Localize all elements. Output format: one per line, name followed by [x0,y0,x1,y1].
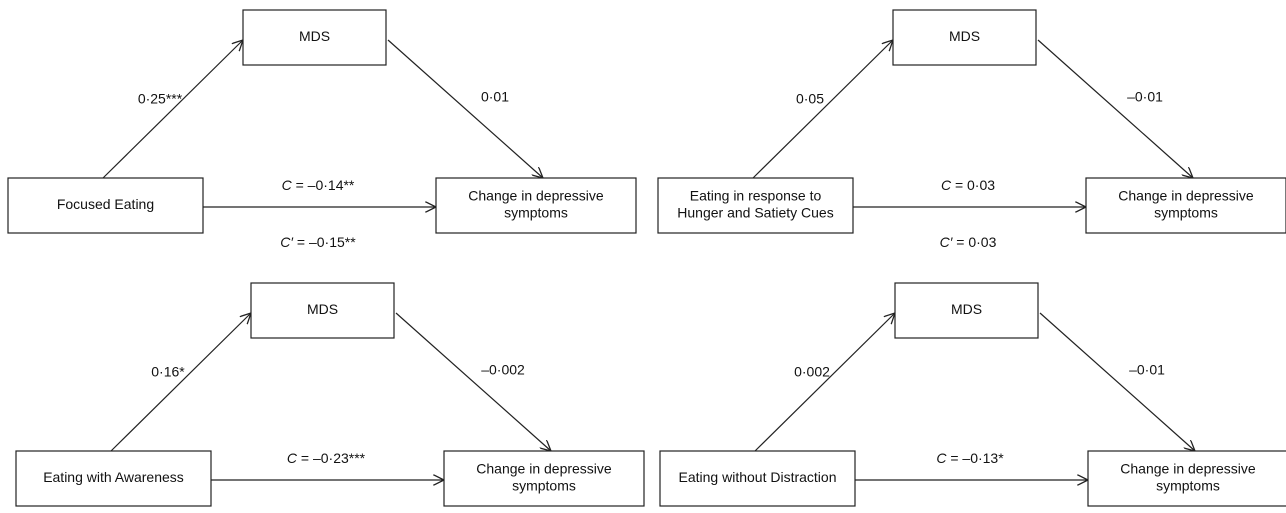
mediation-diagram: Eating with Awareness MDS Change in depres… [15,282,645,513]
c_prime-label: C′ = 0·03 [940,234,997,250]
path-a-label: 0·25*** [138,91,183,107]
c-symbol: C [936,450,947,466]
c_prime-symbol: C′ [280,234,294,250]
c-value: = 0·03 [951,177,995,193]
outcome-box [1085,177,1286,234]
outcome-label: symptoms [1154,205,1218,221]
outcome-box [1087,450,1286,507]
path-a-label: 0·16* [151,364,185,380]
path-b-arrow [1039,312,1195,451]
path-a-arrow [110,313,251,452]
mediation-diagram: Eating without Distraction MDS Change in d… [659,282,1286,513]
c_prime-value: = –0·15** [293,234,356,250]
mediator-box [892,9,1037,66]
c-value: = –0·23*** [297,450,366,466]
mediation-diagram: Focused Eating MDS Change in depressivesym… [7,9,637,250]
mediator-label: MDS [307,301,338,317]
c-symbol: C [941,177,952,193]
outcome-label: symptoms [512,478,576,494]
path-a-arrow [754,313,895,452]
predictor-label: Focused Eating [57,196,154,212]
mediator-label: MDS [951,301,982,317]
path-b-arrow [395,312,551,451]
outcome-label: Change in depressive [476,461,612,477]
predictor-box [659,450,856,507]
path-b-arrow [387,39,543,178]
path-a-label: 0·05 [796,91,824,107]
path-b-label: –0·01 [1127,89,1163,105]
path-b-label: –0·01 [1129,362,1165,378]
outcome-label: Change in depressive [1118,188,1254,204]
mediator-box [894,282,1039,339]
outcome-box [443,450,645,507]
c-value: = –0·14** [292,177,355,193]
predictor-box [15,450,212,507]
c_prime-label: C′ = –0·15** [280,234,356,250]
predictor-label: Eating in response to [690,188,822,204]
c-symbol: C [287,450,298,466]
c-value: = –0·13* [946,450,1004,466]
mediator-box [242,9,387,66]
outcome-label: symptoms [1156,478,1220,494]
outcome-label: Change in depressive [1120,461,1256,477]
predictor-box [7,177,204,234]
predictor-label: Hunger and Satiety Cues [677,205,833,221]
mediator-box [250,282,395,339]
path-a-label: 0·002 [794,364,830,380]
predictor-label: Eating without Distraction [679,469,837,485]
predictor-box [657,177,854,234]
c-label: C = –0·14** [282,177,355,193]
c-label: C = 0·03 [941,177,995,193]
c-symbol: C [282,177,293,193]
path-a-arrow [752,40,893,179]
predictor-label: Eating with Awareness [43,469,184,485]
c-label: C = –0·13* [936,450,1004,466]
c-label: C = –0·23*** [287,450,366,466]
outcome-label: symptoms [504,205,568,221]
path-a-arrow [102,40,243,179]
path-b-arrow [1037,39,1193,178]
path-b-label: –0·002 [481,362,525,378]
c_prime-symbol: C′ [940,234,954,250]
path-b-label: 0·01 [481,89,509,105]
mediator-label: MDS [949,28,980,44]
mediator-label: MDS [299,28,330,44]
outcome-label: Change in depressive [468,188,604,204]
c_prime-value: = 0·03 [952,234,996,250]
